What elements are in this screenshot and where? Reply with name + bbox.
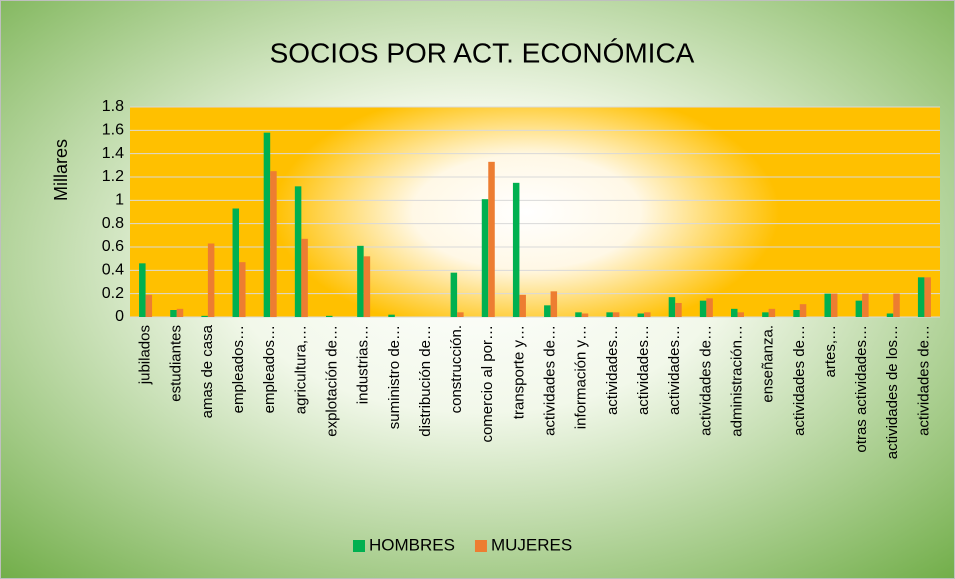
x-tick-label: estudiantes	[168, 325, 185, 402]
bar	[893, 293, 900, 317]
x-tick-label: administración…	[728, 325, 745, 437]
x-tick-label: otras actividades…	[853, 325, 870, 453]
x-tick-label: industrias…	[355, 325, 372, 404]
bar	[232, 208, 240, 317]
bars	[139, 132, 931, 317]
x-tick-label: actividades de…	[915, 325, 932, 436]
y-tick-label: 0.4	[102, 262, 124, 279]
plot-area	[130, 107, 940, 317]
bar	[699, 300, 707, 317]
legend-swatch	[474, 540, 487, 552]
bar	[139, 263, 146, 317]
y-tick-label: 0.2	[102, 285, 124, 302]
bar	[512, 182, 520, 317]
bar	[388, 314, 395, 317]
y-tick-label: 1.8	[102, 98, 124, 115]
bar	[170, 310, 177, 317]
bar	[606, 312, 613, 317]
bar	[326, 315, 333, 317]
bar	[575, 312, 582, 317]
y-axis-label: Millares	[51, 139, 71, 201]
x-tick-label: actividades de…	[791, 325, 808, 436]
bar	[637, 313, 645, 317]
x-tick-label: explotación de…	[323, 325, 340, 437]
bar	[737, 312, 744, 317]
bar	[706, 298, 713, 317]
bar	[886, 313, 894, 317]
bar	[301, 238, 308, 317]
bar	[519, 294, 526, 317]
x-tick-label: actividades…	[604, 325, 621, 415]
x-tick-label: actividades de…	[542, 325, 559, 436]
legend: HOMBRES MUJERES	[353, 535, 572, 554]
bar	[862, 293, 869, 317]
x-tick-label: construcción.	[448, 325, 465, 413]
bar	[768, 308, 776, 317]
bar	[824, 293, 831, 317]
bar	[762, 312, 769, 317]
bar	[363, 256, 371, 317]
x-tick-label: jubilados	[137, 325, 154, 385]
bar	[830, 293, 838, 317]
bar	[668, 297, 676, 317]
bar	[357, 245, 364, 317]
legend-swatch	[353, 540, 365, 552]
bar	[550, 291, 558, 317]
x-tick-label: artes,…	[822, 325, 839, 378]
bar	[176, 308, 184, 317]
bar	[207, 243, 215, 317]
bar	[924, 277, 931, 317]
x-tick-label: comercio al por…	[479, 325, 496, 443]
bar	[239, 262, 246, 317]
x-tick-label: agricultura,…	[292, 325, 309, 414]
bar	[917, 277, 925, 317]
bar	[450, 272, 458, 317]
bar	[263, 132, 271, 317]
x-tick-label: distribución de…	[417, 325, 434, 437]
bar	[612, 312, 620, 317]
chart-title: SOCIOS POR ACT. ECONÓMICA	[270, 37, 695, 68]
x-tick-label: suministro de…	[386, 325, 403, 429]
y-tick-label: 1.6	[102, 122, 124, 139]
bar	[294, 186, 302, 317]
bar	[799, 304, 807, 317]
x-tick-label: amas de casa	[199, 324, 216, 418]
bar	[793, 310, 800, 317]
bar	[675, 303, 682, 317]
y-tick-label: 0.6	[102, 238, 124, 255]
x-tick-label: actividades de…	[697, 325, 714, 436]
y-tick-label: 0	[115, 308, 124, 325]
x-tick-label: transporte y…	[510, 325, 527, 419]
x-tick-label: actividades de los…	[884, 325, 901, 459]
x-tick-label: empleados…	[261, 325, 278, 413]
x-tick-label: actividades…	[635, 325, 652, 415]
legend-label: MUJERES	[491, 535, 572, 554]
x-tick-label: actividades…	[666, 325, 683, 415]
x-tick-label: empleados…	[230, 325, 247, 413]
bar	[731, 308, 738, 317]
x-tick-label: enseñanza.	[760, 325, 777, 403]
bar	[201, 315, 208, 317]
bar	[457, 312, 464, 317]
bar	[145, 294, 153, 317]
legend-label: HOMBRES	[369, 535, 455, 554]
x-tick-label: información y…	[573, 325, 590, 429]
y-tick-label: 1.4	[102, 145, 124, 162]
bar	[581, 313, 589, 317]
bar	[544, 305, 551, 317]
bar	[270, 171, 277, 317]
bar	[855, 300, 863, 317]
y-tick-label: 0.8	[102, 215, 124, 232]
y-tick-label: 1	[115, 192, 124, 209]
bar	[488, 161, 495, 317]
bar	[644, 312, 651, 317]
labels: 0 0.2 0.4 0.6 0.8 1 1.2 1.4 1.6 1.8 jubilados estud…	[102, 98, 933, 459]
bar	[481, 199, 489, 317]
y-tick-label: 1.2	[102, 168, 124, 185]
